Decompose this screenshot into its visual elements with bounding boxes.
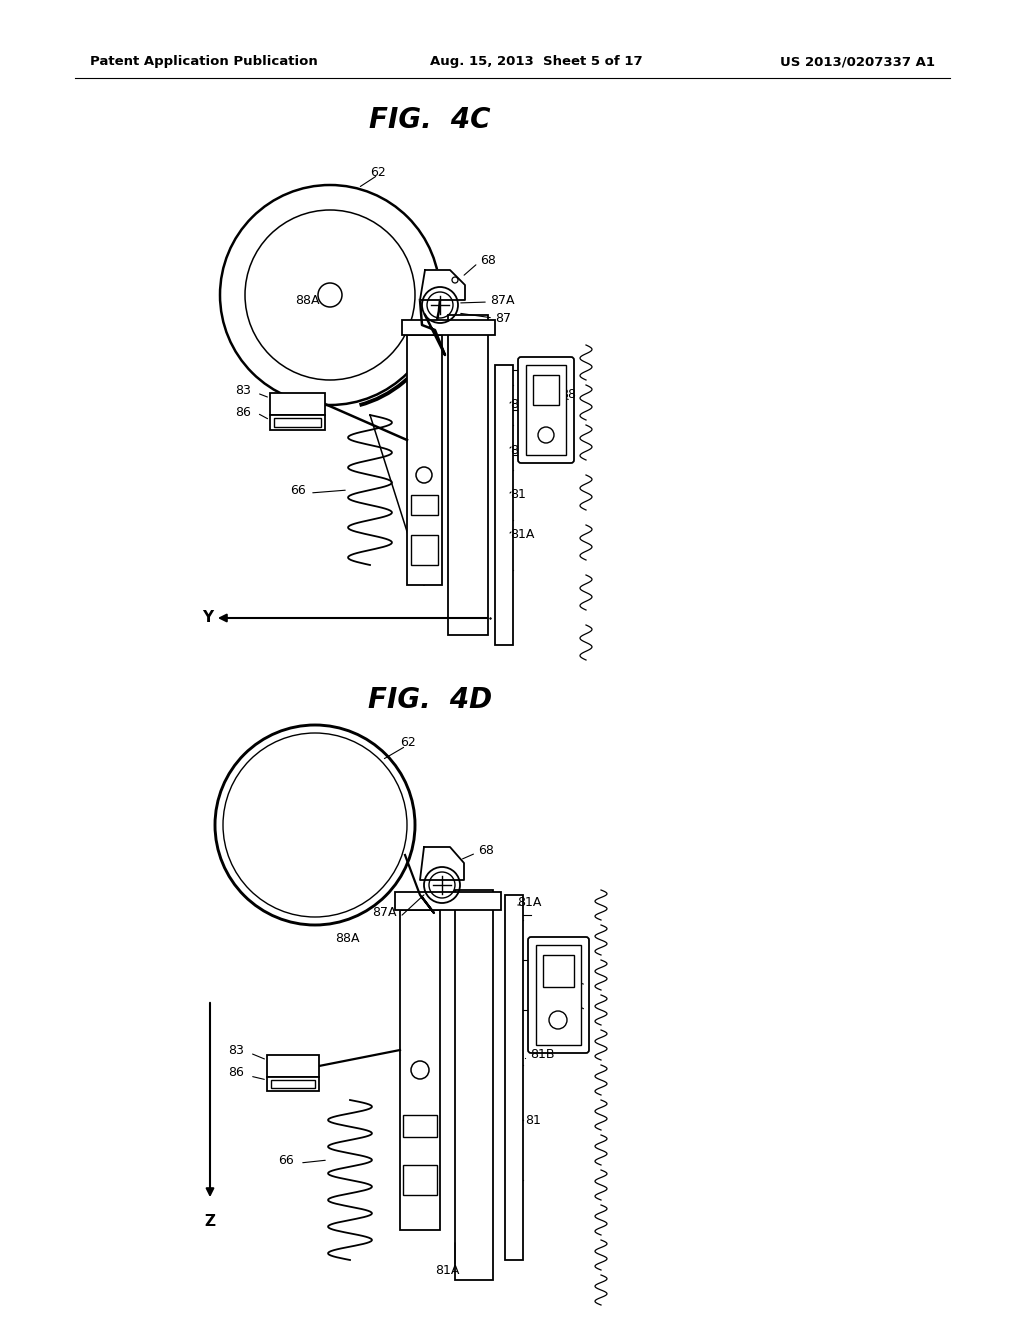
Bar <box>395 892 501 909</box>
Text: 83: 83 <box>234 384 251 396</box>
Text: Z: Z <box>205 1214 215 1229</box>
Text: 81A: 81A <box>435 1263 459 1276</box>
Text: 68: 68 <box>480 253 496 267</box>
Bar <box>403 1166 437 1195</box>
Text: 88A: 88A <box>295 293 319 306</box>
Bar <box>407 335 442 585</box>
Bar <box>402 319 495 335</box>
Text: FIG.  4C: FIG. 4C <box>370 106 490 135</box>
Bar <box>270 393 325 414</box>
Text: 62: 62 <box>370 165 386 178</box>
Text: FIG.  4D: FIG. 4D <box>368 686 493 714</box>
Bar <box>270 414 325 430</box>
Bar <box>455 890 493 1280</box>
Text: 83: 83 <box>228 1044 244 1056</box>
Text: 62: 62 <box>400 735 416 748</box>
Text: 81: 81 <box>510 488 526 502</box>
Polygon shape <box>420 847 464 880</box>
Text: 81: 81 <box>525 1114 541 1126</box>
Text: US 2013/0207337 A1: US 2013/0207337 A1 <box>780 55 935 69</box>
Polygon shape <box>420 271 465 300</box>
Bar <box>543 954 574 987</box>
FancyBboxPatch shape <box>528 937 589 1053</box>
Bar <box>449 315 488 635</box>
Text: Patent Application Publication: Patent Application Publication <box>90 55 317 69</box>
Text: 81A: 81A <box>510 399 535 412</box>
Text: 81B: 81B <box>530 1048 555 1061</box>
Text: 81A: 81A <box>510 528 535 541</box>
Text: 87A: 87A <box>490 293 514 306</box>
Bar <box>526 366 566 455</box>
Bar <box>274 418 321 426</box>
Text: 68: 68 <box>478 843 494 857</box>
Bar <box>534 375 559 405</box>
Text: 66: 66 <box>290 483 306 496</box>
Text: 88A: 88A <box>335 932 359 945</box>
Bar <box>267 1077 319 1092</box>
Bar <box>411 495 438 515</box>
Text: 81B: 81B <box>510 444 535 457</box>
Bar <box>536 945 581 1045</box>
Bar <box>267 1055 319 1077</box>
Text: 86: 86 <box>228 1067 244 1080</box>
Text: 81A: 81A <box>517 896 542 909</box>
Text: 87: 87 <box>555 983 571 997</box>
Bar <box>495 366 513 645</box>
Text: 88: 88 <box>560 388 575 401</box>
Bar <box>505 895 523 1261</box>
Text: 88: 88 <box>540 958 556 972</box>
Text: 86: 86 <box>234 407 251 420</box>
Text: 87A: 87A <box>372 907 396 920</box>
Bar <box>400 909 440 1230</box>
Text: Aug. 15, 2013  Sheet 5 of 17: Aug. 15, 2013 Sheet 5 of 17 <box>430 55 643 69</box>
Text: Y: Y <box>203 610 214 626</box>
Bar <box>411 535 438 565</box>
Text: 87: 87 <box>495 312 511 325</box>
Bar <box>271 1080 315 1088</box>
FancyBboxPatch shape <box>518 356 574 463</box>
Bar <box>403 1115 437 1137</box>
Text: 66: 66 <box>278 1154 294 1167</box>
